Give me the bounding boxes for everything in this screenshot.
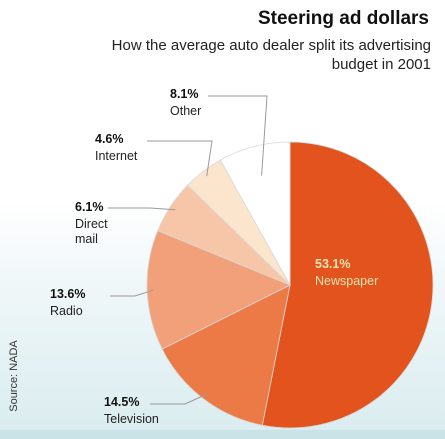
pie-slice-other bbox=[219, 141, 291, 287]
leader-line-television bbox=[150, 393, 208, 405]
slice-value-other: 8.1% bbox=[170, 87, 199, 101]
slice-value-direct-mail: 6.1% bbox=[75, 200, 104, 214]
leader-lines bbox=[108, 95, 268, 405]
pie-slices bbox=[146, 141, 434, 429]
leader-line-radio bbox=[110, 289, 154, 297]
leader-line-internet bbox=[147, 140, 213, 177]
slice-name-direct-mail-1: Direct bbox=[75, 217, 108, 231]
slice-value-television: 14.5% bbox=[104, 395, 139, 409]
pie-slice-newspaper bbox=[261, 141, 434, 429]
leader-line-direct-mail bbox=[108, 207, 176, 211]
slice-labels: 53.1% Newspaper 14.5% Television 13.6% Radio 6… bbox=[50, 87, 378, 426]
slice-value-internet: 4.6% bbox=[95, 132, 124, 146]
slice-name-internet: Internet bbox=[95, 149, 138, 163]
slice-name-direct-mail-2: mail bbox=[75, 232, 98, 246]
pie-slice-radio bbox=[146, 230, 291, 350]
slice-value-newspaper: 53.1% bbox=[315, 257, 350, 271]
slice-name-newspaper: Newspaper bbox=[315, 274, 378, 288]
pie-slice-television bbox=[161, 284, 291, 426]
chart-title: Steering ad dollars bbox=[257, 8, 429, 29]
bottom-band bbox=[0, 430, 445, 439]
leader-line-other bbox=[208, 95, 268, 176]
slice-value-radio: 13.6% bbox=[50, 287, 85, 301]
slice-name-radio: Radio bbox=[50, 304, 83, 318]
slice-name-other: Other bbox=[170, 104, 201, 118]
slice-name-television: Television bbox=[104, 412, 159, 426]
chart-subtitle: How the average auto dealer split its ad… bbox=[111, 37, 431, 73]
